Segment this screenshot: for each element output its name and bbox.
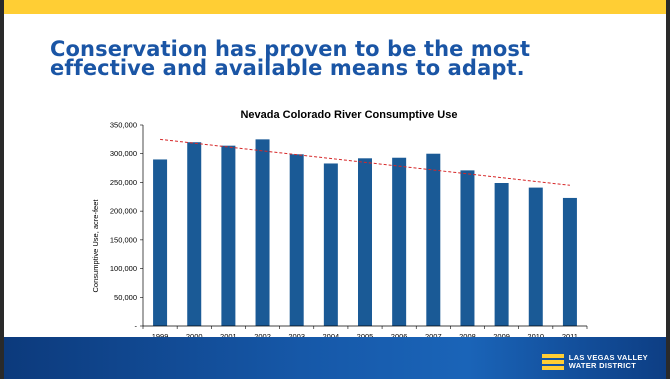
bar-2006 <box>392 157 407 326</box>
bar-2000 <box>187 142 202 326</box>
axes <box>142 125 587 327</box>
y-tick-label: - <box>135 322 138 331</box>
logo-text: LAS VEGAS VALLEY WATER DISTRICT <box>569 354 648 370</box>
lvvwd-logo: LAS VEGAS VALLEY WATER DISTRICT <box>541 353 648 371</box>
x-tick-label: 2000 <box>186 332 203 341</box>
x-axis-ticks: 1999 2000 2001 2002 2003 2004 2005 2006 2007 2008… <box>142 326 588 341</box>
y-axis-label: Consumptive Use, acre-feet <box>91 199 100 293</box>
y-tick-label: 150,000 <box>110 235 137 244</box>
bar-2008 <box>460 170 475 326</box>
y-tick-label: 100,000 <box>110 264 137 273</box>
bar-2002 <box>255 139 270 326</box>
x-tick-label: 2004 <box>323 332 340 341</box>
y-tick-label: 300,000 <box>110 149 137 158</box>
x-tick-label: 2011 <box>562 332 578 341</box>
trendline <box>160 138 570 186</box>
x-tick-label: 2002 <box>254 332 271 341</box>
bar-2011 <box>562 197 577 326</box>
x-tick-label: 2008 <box>459 332 476 341</box>
bar-2010 <box>528 187 543 326</box>
logo-line-2: WATER DISTRICT <box>568 361 637 370</box>
slide-title: Conservation has proven to be the most e… <box>50 37 640 80</box>
x-tick-label: 2009 <box>493 332 510 341</box>
bar-2007 <box>426 153 441 326</box>
bar-2004 <box>323 163 338 326</box>
x-tick-label: 2005 <box>357 332 374 341</box>
chart-title: Nevada Colorado River Consumptive Use <box>240 109 457 121</box>
footer-band: LAS VEGAS VALLEY WATER DISTRICT <box>4 337 666 379</box>
consumptive-use-bar-chart: Nevada Colorado River Consumptive Use Co… <box>91 109 588 341</box>
bar-2001 <box>221 145 236 326</box>
y-tick-label: 200,000 <box>110 207 137 216</box>
slide-title-line-2: effective and available means to adapt. <box>50 56 525 80</box>
bars <box>153 139 577 326</box>
trendline-line <box>160 138 570 186</box>
y-tick-label: 250,000 <box>110 178 137 187</box>
bar-1999 <box>153 159 168 326</box>
bar-2005 <box>358 158 372 326</box>
logo-line-1: LAS VEGAS VALLEY <box>568 353 648 362</box>
y-axis-ticks: - 50,000 100,000 150,000 200,000 250,000 300,0… <box>110 121 143 331</box>
top-accent-band <box>4 0 666 14</box>
bar-2003 <box>289 154 304 326</box>
x-tick-label: 2007 <box>425 332 442 341</box>
x-tick-label: 2006 <box>391 332 408 341</box>
x-tick-label: 1999 <box>152 332 169 341</box>
water-waves-icon <box>541 354 564 370</box>
x-tick-label: 2003 <box>288 332 305 341</box>
bar-2009 <box>494 183 509 326</box>
y-tick-label: 350,000 <box>110 121 137 130</box>
x-tick-label: 2001 <box>220 332 237 341</box>
y-tick-label: 50,000 <box>114 293 137 302</box>
x-tick-label: 2010 <box>527 332 544 341</box>
slide-title-line-1: Conservation has proven to be the most <box>50 37 531 61</box>
